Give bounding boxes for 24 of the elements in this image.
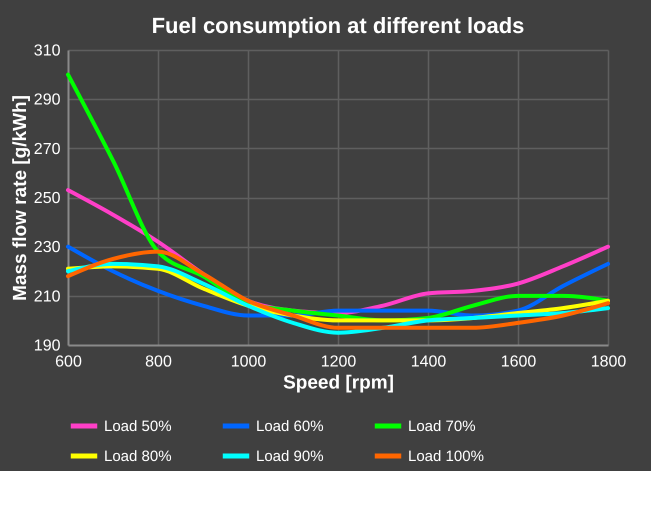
chart-title: Fuel consumption at different loads: [152, 13, 524, 38]
y-tick-label: 230: [34, 239, 61, 256]
legend-label: Load 60%: [256, 418, 324, 435]
x-tick-label: 800: [145, 354, 172, 370]
y-tick-label: 270: [34, 140, 61, 158]
line-series: [66, 250, 610, 330]
x-tick-label: 1400: [410, 354, 446, 370]
y-tick-label: 210: [34, 288, 61, 306]
y-tick-label: 250: [34, 190, 61, 207]
legend-label: Load 70%: [408, 418, 476, 435]
x-tick-label: 600: [55, 354, 82, 370]
x-tick-label: 1600: [500, 354, 536, 370]
y-axis-title: Mass flow rate [g/kWh]: [10, 95, 31, 301]
legend-label: Load 80%: [104, 448, 172, 465]
x-tick-label: 1800: [590, 354, 626, 370]
y-tick-label: 310: [34, 42, 61, 60]
y-tick-label: 190: [34, 338, 61, 354]
y-tick-label: 290: [34, 92, 61, 109]
x-tick-label: 1200: [320, 354, 356, 370]
legend-label: Load 50%: [104, 418, 172, 435]
x-tick-label: 1000: [230, 354, 266, 370]
x-axis-title: Speed [rpm]: [283, 372, 394, 394]
legend-label: Load 90%: [256, 448, 324, 465]
legend-label: Load 100%: [408, 448, 484, 465]
